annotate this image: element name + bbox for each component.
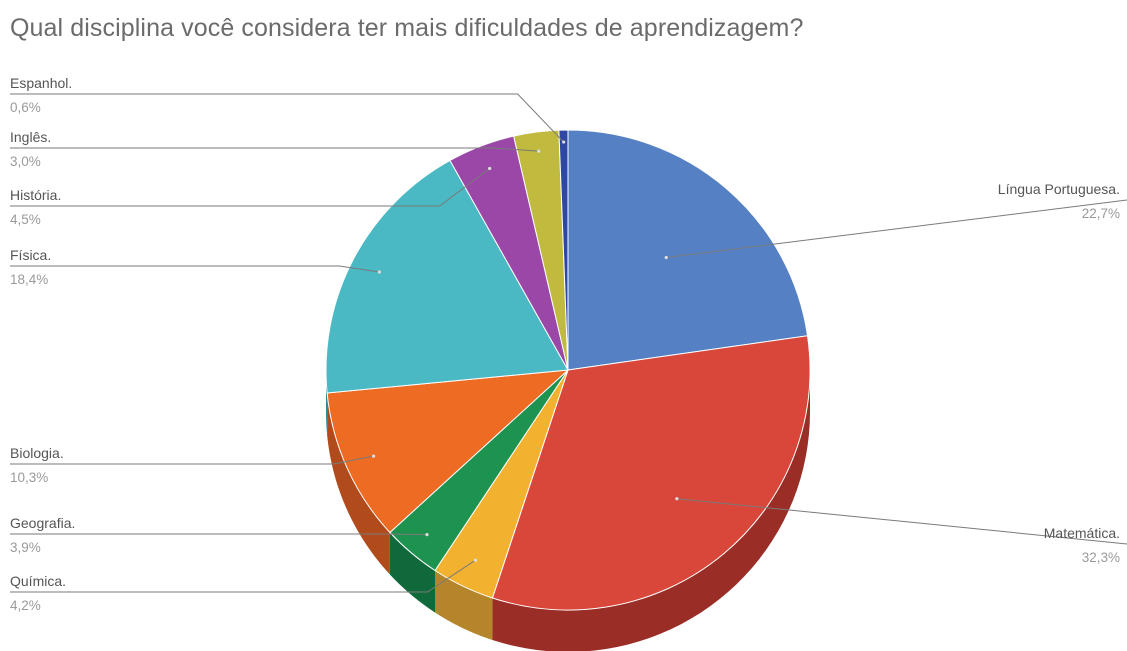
slice-value-geografia: 3,9% [10, 540, 41, 555]
slice-value-matemática: 32,3% [1082, 550, 1120, 565]
slice-side-química [435, 570, 493, 640]
leader-line-línguaportuguesa [666, 199, 1127, 259]
slice-línguaportuguesa[interactable] [567, 129, 809, 371]
slice-value-inglês: 3,0% [10, 154, 41, 169]
leader-line-química [10, 559, 476, 593]
leader-line-história [10, 168, 490, 207]
leader-lines [10, 93, 1127, 593]
slice-label-geografia: Geografia. [10, 515, 75, 531]
leader-dot-línguaportuguesa [664, 255, 668, 260]
slice-labels: Língua Portuguesa. 22,7% Matemática. 32,3% Q… [10, 75, 1120, 613]
leader-line-matemática [676, 498, 1127, 545]
slice-matemática[interactable] [491, 335, 811, 611]
slice-label-línguaportuguesa: Língua Portuguesa. [998, 181, 1120, 197]
slice-value-física: 18,4% [10, 272, 48, 287]
slice-label-inglês: Inglês. [10, 129, 51, 145]
slice-label-história: História. [10, 187, 61, 203]
leader-dot-geografia [425, 532, 429, 537]
slice-label-biologia: Biologia. [10, 445, 64, 461]
slice-value-química: 4,2% [10, 598, 41, 613]
slice-label-química: Química. [10, 573, 66, 589]
leader-dot-inglês [537, 149, 541, 153]
slice-value-línguaportuguesa: 22,7% [1082, 206, 1120, 221]
leader-dot-biologia [371, 454, 376, 458]
slice-label-matemática: Matemática. [1044, 525, 1120, 541]
pie-slices [325, 129, 811, 611]
leader-dot-espanhol [562, 140, 566, 144]
slice-label-física: Física. [10, 247, 51, 263]
slice-física[interactable] [325, 159, 569, 394]
slice-biologia[interactable] [326, 369, 570, 534]
slice-side-matemática [492, 370, 810, 651]
leader-line-física [10, 265, 380, 273]
slice-label-espanhol: Espanhol. [10, 75, 72, 91]
leader-dot-física [377, 270, 381, 274]
chart-title: Qual disciplina você considera ter mais … [10, 14, 804, 42]
slice-value-história: 4,5% [10, 212, 41, 227]
leader-dot-química [473, 558, 478, 562]
leader-line-espanhol [10, 93, 565, 143]
slice-side-geografia [389, 532, 436, 613]
slice-side-biologia [327, 392, 390, 575]
slice-espanhol[interactable] [558, 129, 569, 371]
slice-value-biologia: 10,3% [10, 470, 48, 485]
leader-line-inglês [10, 147, 539, 152]
leader-dot-matemática [675, 497, 679, 501]
leader-line-biologia [10, 455, 374, 465]
slice-value-espanhol: 0,6% [10, 100, 41, 115]
leader-dot-história [488, 166, 492, 171]
leader-line-geografia [10, 533, 427, 536]
